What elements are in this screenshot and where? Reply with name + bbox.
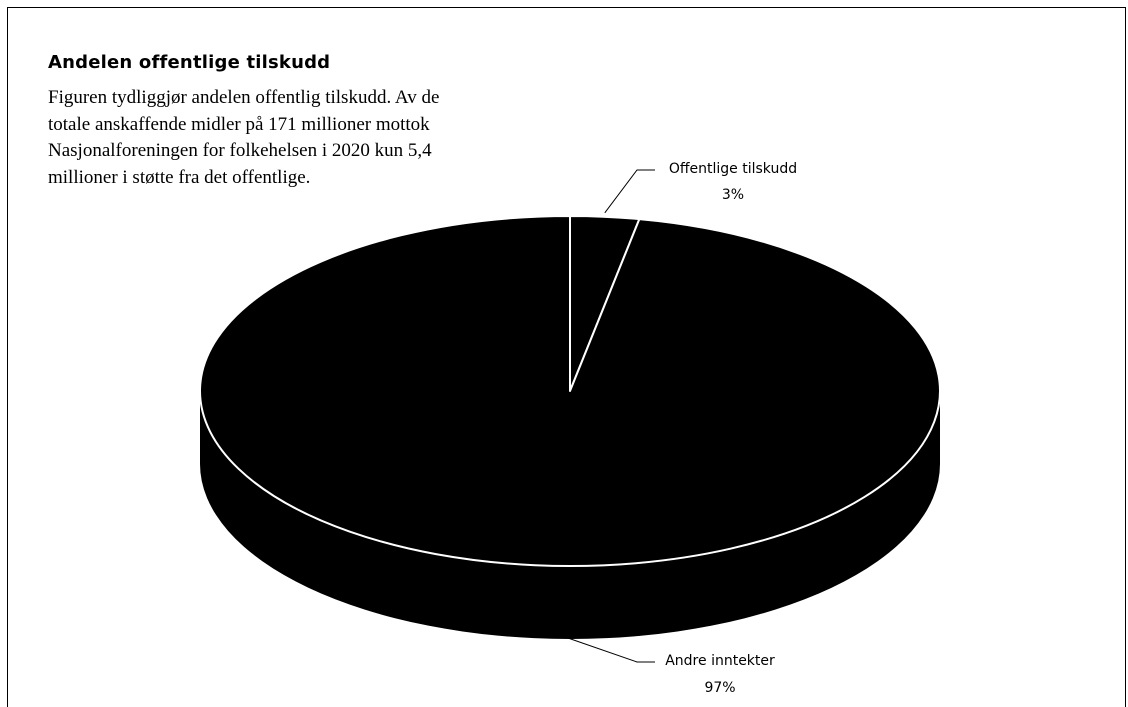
slice-label-value: 3% <box>722 187 744 203</box>
chart-description: Figuren tydliggjør andelen offentlig til… <box>48 85 568 191</box>
pie-slice <box>199 215 941 567</box>
chart-heading: Andelen offentlige tilskudd <box>48 52 331 73</box>
leader-line <box>564 636 655 663</box>
description-line: millioner i støtte fra det offentlige. <box>48 166 311 188</box>
slice-label-name: Offentlige tilskudd <box>669 161 797 177</box>
description-line: totale anskaffende midler på 171 million… <box>48 113 430 135</box>
chart-frame <box>7 7 1126 707</box>
description-line: Nasjonalforeningen for folkehelsen i 202… <box>48 140 432 161</box>
slice-label-name: Andre inntekter <box>665 653 775 669</box>
slice-label-value: 97% <box>704 680 735 696</box>
description-line: Figuren tydliggjør andelen offentlig til… <box>48 87 440 108</box>
leader-line <box>604 169 655 214</box>
